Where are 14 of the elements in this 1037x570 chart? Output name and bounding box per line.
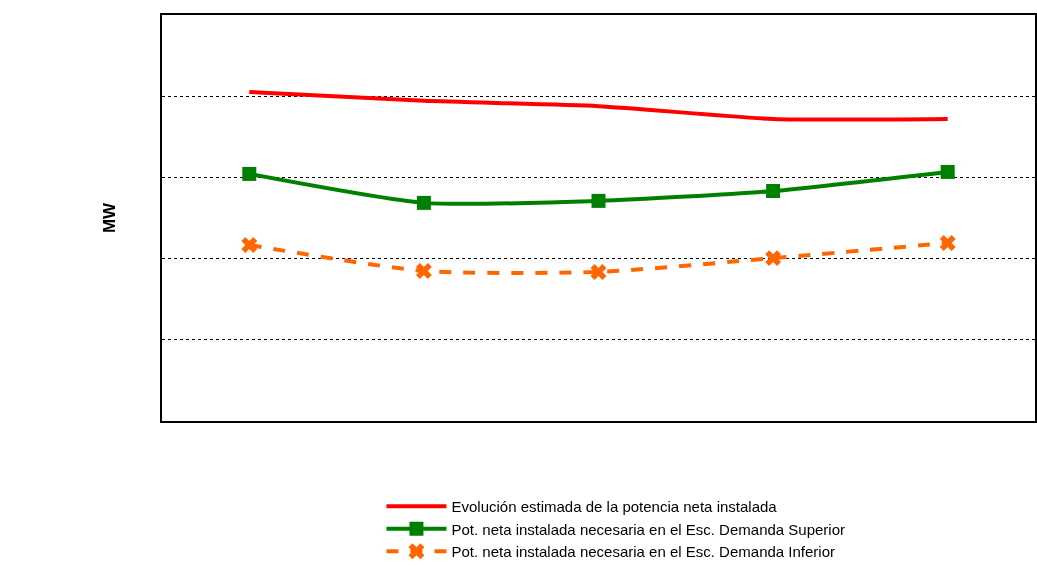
point — [940, 164, 955, 179]
point — [241, 237, 258, 253]
point — [416, 195, 431, 210]
point — [415, 263, 432, 279]
point — [590, 264, 607, 280]
point — [766, 184, 781, 199]
y-axis-title: MW — [100, 201, 120, 234]
point — [591, 193, 606, 208]
legend-label: Pot. neta instalada necesaria en el Esc. Demanda Superior — [451, 520, 846, 538]
point — [765, 250, 782, 267]
point — [939, 235, 956, 251]
point — [242, 166, 257, 181]
legend-label: Pot. neta instalada necesaria en el Esc. Demanda Inferior — [451, 543, 836, 561]
legend-label: Evolución estimada de la potencia neta instalada — [451, 498, 778, 516]
